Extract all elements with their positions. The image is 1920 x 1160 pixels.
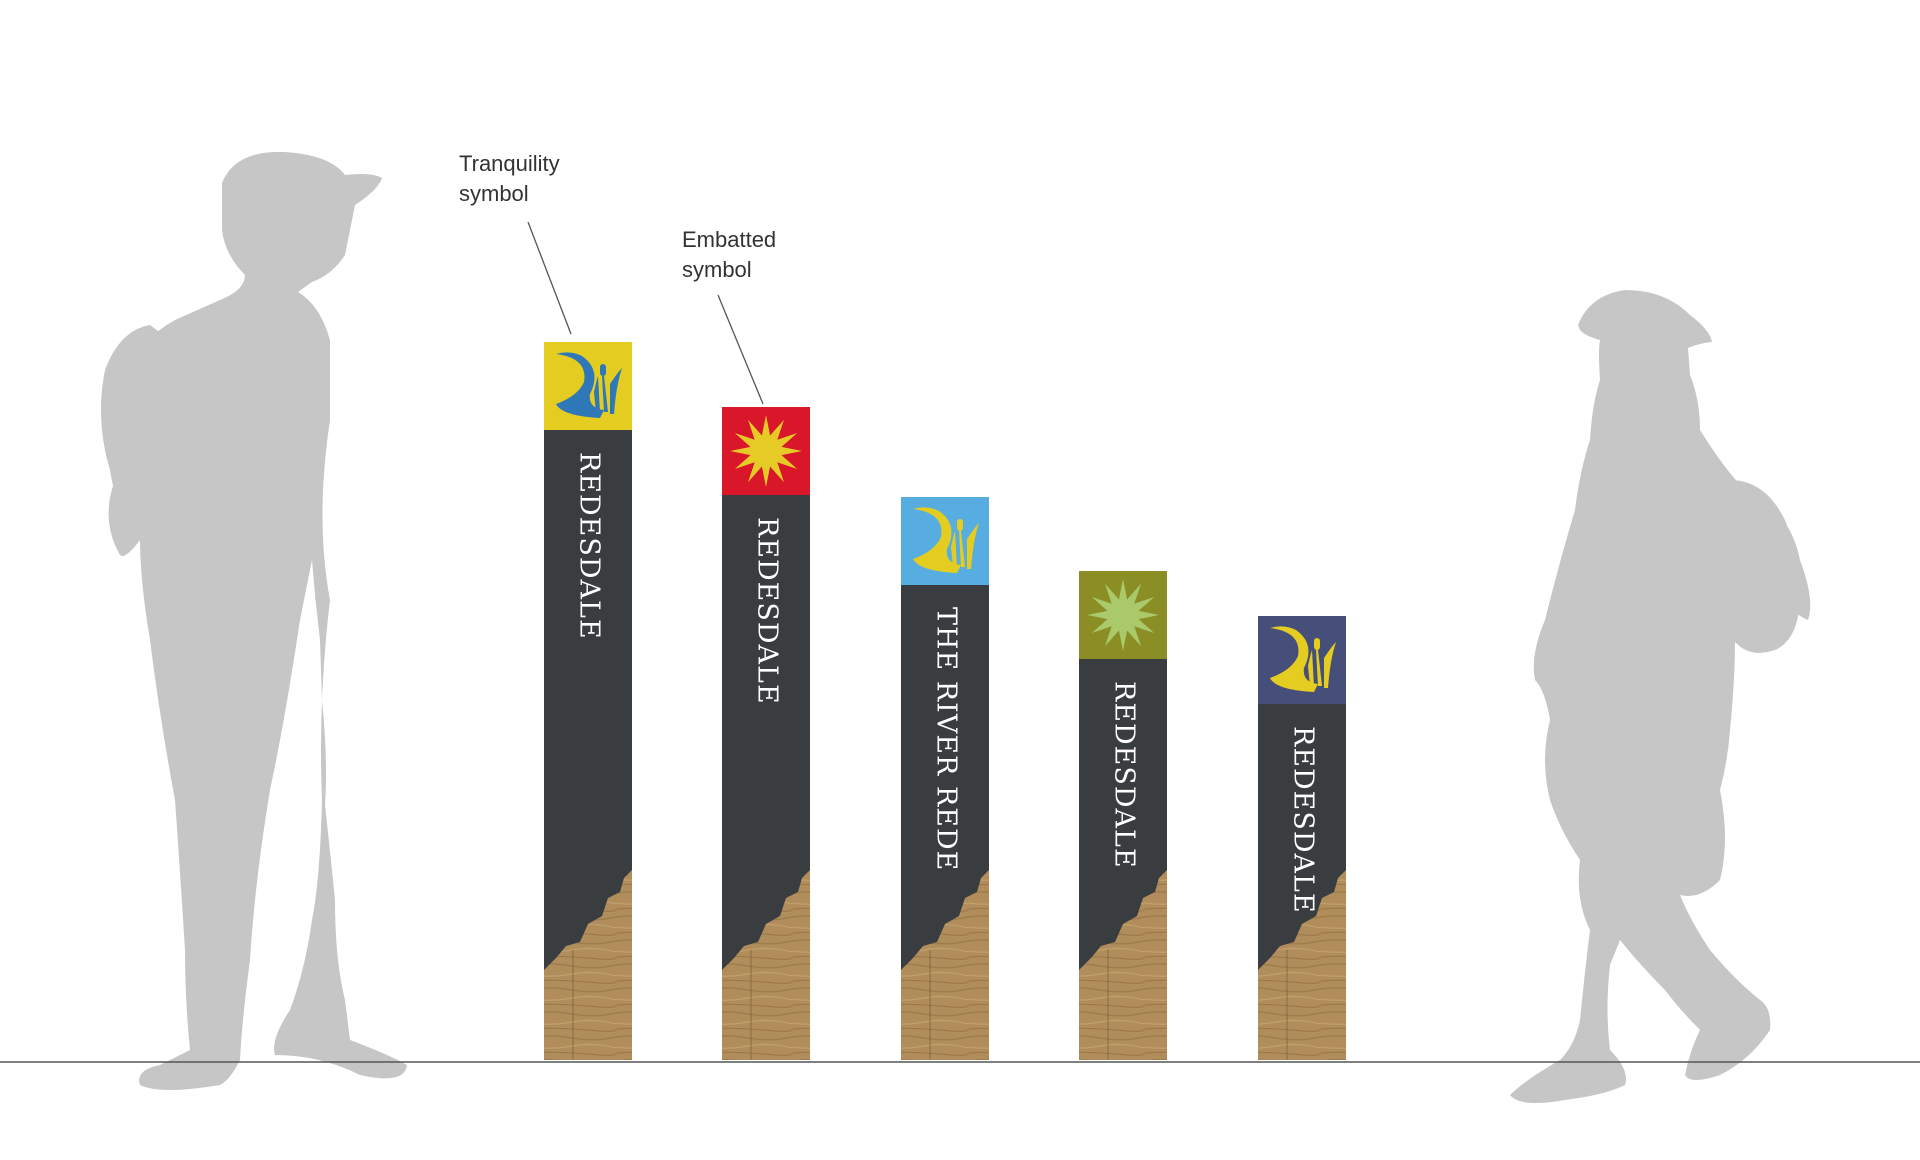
callout-line: symbol xyxy=(459,181,529,206)
signpost: REDESDALE xyxy=(722,407,810,1060)
signpost: THE RIVER REDE xyxy=(901,497,989,1060)
embatted-icon xyxy=(1087,579,1159,651)
tranquility-icon xyxy=(1270,626,1336,692)
callout-leader-tranquility xyxy=(527,221,572,335)
post-wood-base xyxy=(1258,870,1346,1060)
tranquility-icon xyxy=(913,507,979,573)
callout-line: Embatted xyxy=(682,227,777,252)
post-name: REDESDALE xyxy=(752,517,783,705)
person-left-silhouette xyxy=(101,151,408,1090)
embatted-icon xyxy=(730,415,802,487)
post-wood-base xyxy=(1079,870,1167,1060)
post-wood-base xyxy=(901,870,989,1060)
callout-line: Tranquility xyxy=(459,151,560,176)
post-name: THE RIVER REDE xyxy=(931,607,962,871)
signpost: REDESDALE xyxy=(1258,616,1346,1060)
post-wood-base xyxy=(544,870,632,1060)
callout-line: symbol xyxy=(682,257,752,282)
signpost: REDESDALE xyxy=(1079,571,1167,1060)
callout-embatted-symbol: Embatted symbol xyxy=(682,225,776,285)
person-right-silhouette xyxy=(1510,290,1811,1104)
callout-tranquility-symbol: Tranquility symbol xyxy=(459,149,560,209)
post-name: REDESDALE xyxy=(1109,681,1140,869)
post-name: REDESDALE xyxy=(1288,726,1319,914)
signposts: REDESDALE REDESDALE THE RIVER REDE REDESDAL… xyxy=(544,342,1346,1060)
signpost: REDESDALE xyxy=(544,342,632,1060)
post-wood-base xyxy=(722,870,810,1060)
post-name: REDESDALE xyxy=(574,452,605,640)
tranquility-icon xyxy=(556,352,622,418)
callout-leader-embatted xyxy=(717,294,764,405)
